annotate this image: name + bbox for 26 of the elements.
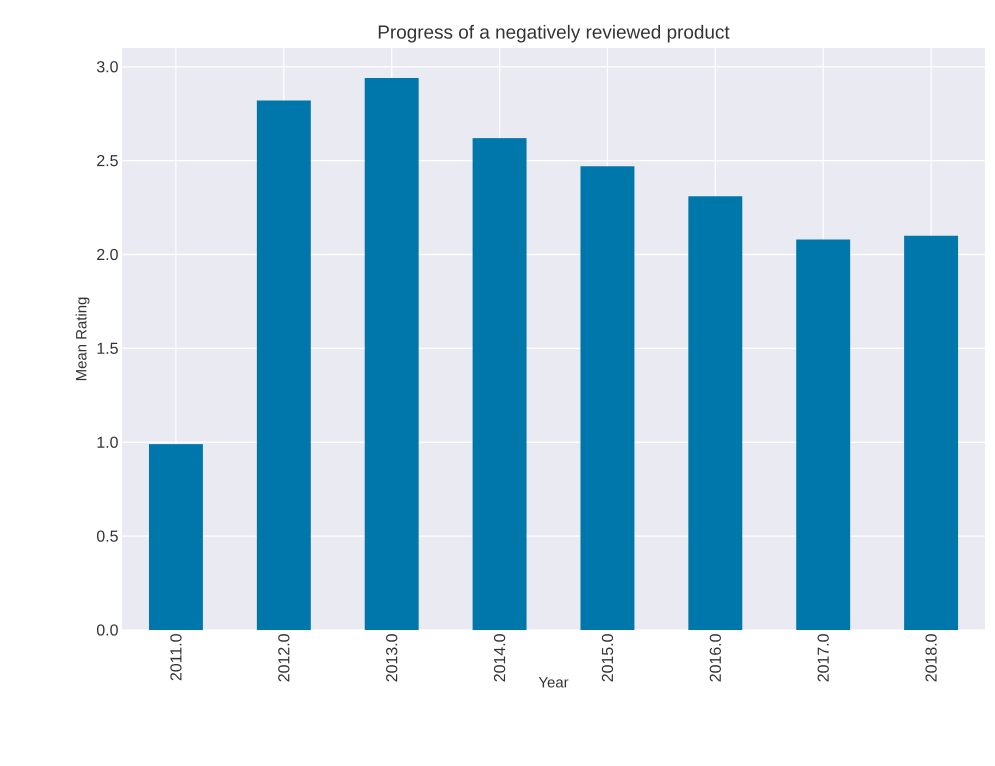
bar: [580, 166, 634, 630]
x-tick-label: 2012.0: [278, 634, 290, 682]
y-tick-label: 1.0: [98, 436, 118, 448]
bar: [796, 239, 850, 630]
x-tick-label: 2011.0: [170, 634, 182, 680]
y-tick-label: 3.0: [96, 61, 118, 72]
y-tick-label: 0.5: [96, 530, 118, 542]
bar: [364, 78, 419, 630]
x-tick-label: 2013.0: [386, 634, 398, 682]
x-tick-label: 2017.0: [818, 634, 829, 682]
x-tick-label: 2014.0: [494, 634, 506, 682]
y-tick-label: 1.5: [98, 342, 118, 354]
bar: [688, 196, 742, 630]
bar: [148, 444, 203, 630]
y-tick-label: 2.0: [97, 248, 118, 260]
x-axis-title: Year: [538, 677, 568, 688]
bar: [256, 100, 311, 630]
x-tick-label: 2016.0: [710, 634, 721, 682]
chart-title: Progress of a negatively reviewed product: [378, 24, 730, 42]
y-tick-label: 2.5: [97, 154, 118, 166]
y-axis-title: Mean Rating: [76, 298, 90, 380]
bar: [472, 138, 527, 630]
x-tick-label: 2015.0: [602, 634, 614, 682]
bar: [904, 236, 958, 630]
x-tick-label: 2018.0: [925, 634, 937, 682]
y-tick-label: 0.0: [96, 624, 118, 636]
